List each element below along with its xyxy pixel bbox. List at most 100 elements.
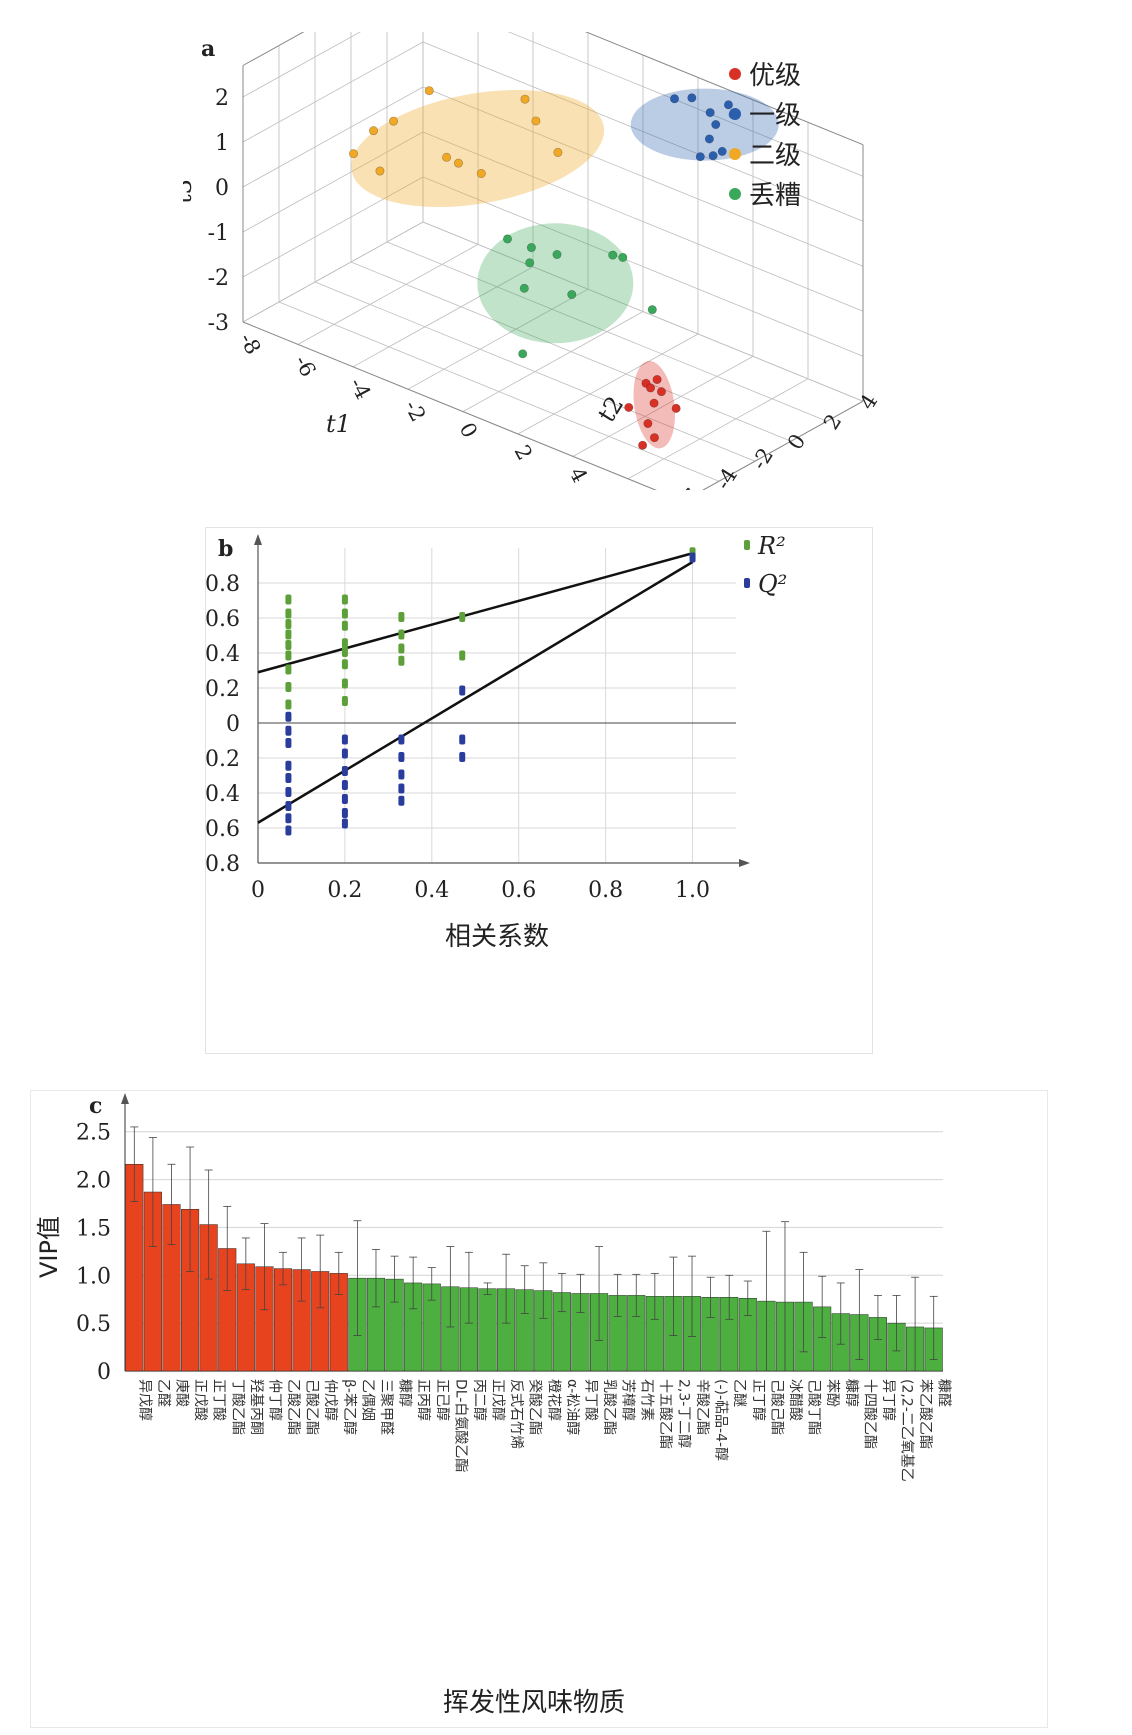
grid-3d bbox=[242, 0, 864, 502]
x-axis-arrow bbox=[739, 859, 750, 867]
floor-gridline bbox=[682, 400, 864, 502]
y-tick-label: 0.4 bbox=[206, 642, 240, 667]
ellipse-grade-1 bbox=[630, 88, 779, 161]
data-point bbox=[705, 108, 715, 118]
left-wall-gridline bbox=[242, 0, 419, 98]
data-point bbox=[525, 258, 535, 268]
panel-letter: c bbox=[89, 1093, 102, 1119]
y-tick-label: 0 bbox=[97, 1360, 111, 1385]
data-point bbox=[608, 250, 618, 260]
category-label: β-苯乙醇 bbox=[341, 1379, 358, 1435]
data-point bbox=[669, 94, 679, 104]
data-point bbox=[285, 699, 292, 710]
data-point bbox=[646, 383, 656, 393]
category-label: 己酸丁酯 bbox=[806, 1379, 822, 1435]
data-point bbox=[652, 375, 662, 385]
vip-bar-panel: 0 0.5 1.0 1.5 2.0 2.5 VIP值 c 异戊醇 乙醛 庚酸 正戊酸 正丁酸 丁酸乙酯 羟基… bbox=[30, 1090, 1048, 1728]
data-point bbox=[553, 147, 563, 157]
x-tick-label: -8 bbox=[235, 329, 266, 358]
category-label: α-松油醇 bbox=[564, 1379, 581, 1435]
back-wall-gridline bbox=[422, 221, 864, 402]
data-point bbox=[349, 149, 359, 159]
floor-gridline bbox=[278, 301, 720, 482]
data-point bbox=[704, 134, 714, 144]
category-label: 异丁醇 bbox=[880, 1379, 897, 1421]
category-label: 正丁醇 bbox=[750, 1379, 767, 1421]
data-point bbox=[285, 825, 292, 836]
data-point bbox=[341, 594, 348, 605]
data-point bbox=[285, 594, 292, 605]
y-tick-label: -0.8 bbox=[206, 852, 240, 877]
data-point bbox=[708, 151, 718, 161]
legend-label: 优级 bbox=[749, 61, 801, 91]
category-label: 乙偶姻 bbox=[359, 1379, 375, 1421]
category-label: 十四酸乙酯 bbox=[861, 1379, 877, 1449]
data-point bbox=[695, 152, 705, 162]
floor-gridline bbox=[314, 281, 756, 462]
category-label: 糠醇 bbox=[843, 1379, 860, 1407]
data-point bbox=[285, 619, 292, 629]
data-point bbox=[638, 440, 648, 450]
z-tick-label: 1 bbox=[215, 131, 229, 156]
z-tick-label: -1 bbox=[208, 221, 229, 246]
x-tick-label: -6 bbox=[290, 351, 321, 380]
y-tick-label: 2.5 bbox=[76, 1121, 111, 1146]
back-wall-gridline bbox=[422, 86, 864, 267]
y-axis-arrow bbox=[121, 1093, 129, 1104]
data-point bbox=[476, 169, 486, 179]
z-tick-label: 2 bbox=[215, 86, 229, 111]
regression-line bbox=[257, 560, 694, 824]
y-tick-label: -2 bbox=[747, 444, 778, 474]
y-tick-label: -0.2 bbox=[206, 747, 240, 772]
category-label: 异戊醇 bbox=[136, 1379, 153, 1421]
x-tick-label: 0.8 bbox=[588, 878, 623, 903]
data-point bbox=[649, 398, 659, 408]
y-tick-label: 1.5 bbox=[76, 1216, 111, 1241]
x-tick-label: 0 bbox=[251, 878, 265, 903]
category-label: (-)-萜品-4-醇 bbox=[713, 1379, 730, 1461]
box-edge bbox=[682, 400, 864, 502]
category-label: 十五酸乙酯 bbox=[657, 1379, 673, 1449]
data-point bbox=[285, 760, 292, 771]
x-axis-label: 挥发性风味物质 bbox=[443, 1688, 625, 1718]
data-point bbox=[459, 734, 466, 745]
data-point bbox=[285, 682, 292, 692]
grid bbox=[258, 548, 736, 863]
data-point bbox=[398, 769, 405, 780]
category-label: 仲丁醇 bbox=[266, 1379, 283, 1421]
y-tick-label: -0.6 bbox=[206, 817, 240, 842]
data-point bbox=[398, 643, 405, 654]
legend-label: Q² bbox=[758, 570, 787, 598]
floor-gridline bbox=[352, 266, 534, 368]
left-wall-gridline bbox=[242, 221, 424, 323]
data-point bbox=[618, 252, 628, 262]
data-point bbox=[285, 650, 292, 661]
category-label: 羟基丙酮 bbox=[248, 1379, 265, 1435]
permutation-test-chart: 0.8 0.6 0.4 0.2 0 -0.2 -0.4 -0.6 -0.8 0 0.2 0.4 0.6 0… bbox=[198, 532, 788, 952]
vip-bar-chart: 0 0.5 1.0 1.5 2.0 2.5 VIP值 c 异戊醇 乙醛 庚酸 正戊酸 正丁酸 丁酸乙酯 羟基… bbox=[35, 1093, 953, 1718]
x-tick-label: -4 bbox=[345, 374, 376, 403]
x-tick-label: 4 bbox=[565, 463, 592, 486]
x-tick-label: 0.6 bbox=[501, 878, 536, 903]
data-point bbox=[285, 787, 292, 797]
data-point bbox=[502, 234, 512, 244]
z-tick-label: 0 bbox=[215, 176, 229, 201]
floor-gridline bbox=[462, 311, 644, 412]
data-point bbox=[285, 801, 292, 811]
box-edge bbox=[506, 0, 864, 146]
category-label: 丁酸乙酯 bbox=[229, 1379, 245, 1435]
data-point bbox=[552, 250, 562, 260]
category-label: 乳酸乙酯 bbox=[601, 1379, 617, 1435]
data-point bbox=[341, 678, 348, 689]
data-point bbox=[717, 146, 727, 156]
data-point bbox=[398, 612, 405, 622]
data-point bbox=[398, 783, 405, 794]
data-point bbox=[285, 608, 292, 619]
x-tick-label: 2 bbox=[510, 441, 537, 464]
y-tick-label: -4 bbox=[711, 464, 742, 490]
category-label: 庚酸 bbox=[173, 1379, 189, 1407]
data-point bbox=[285, 711, 292, 722]
category-label: 石竹素 bbox=[638, 1379, 654, 1421]
y-tick-label: -0.4 bbox=[206, 782, 240, 807]
y-tick-label: 0.2 bbox=[206, 677, 240, 702]
